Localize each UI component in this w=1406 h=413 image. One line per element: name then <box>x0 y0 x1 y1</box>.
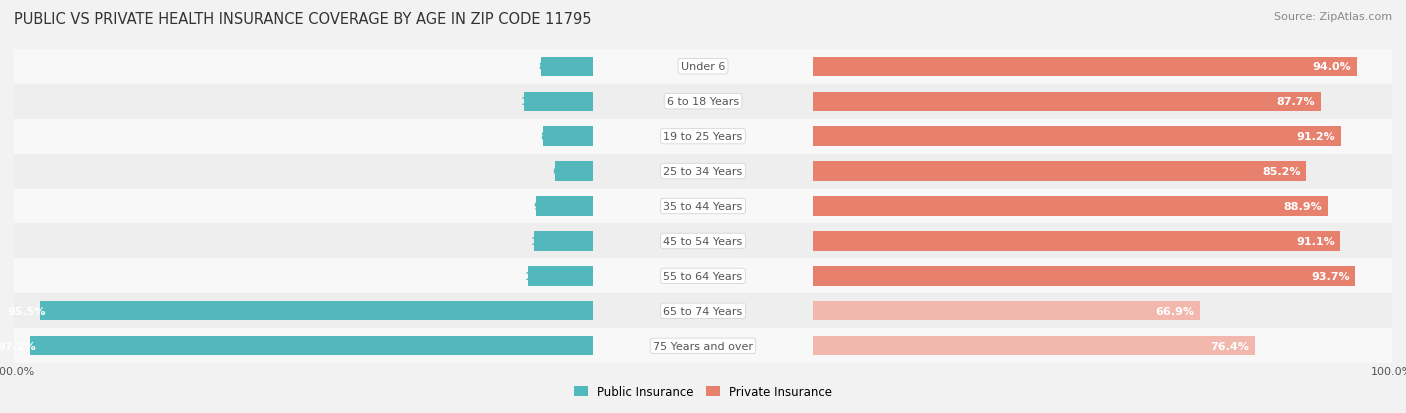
Text: 93.7%: 93.7% <box>1310 271 1350 281</box>
Bar <box>813 232 1340 251</box>
Text: 91.1%: 91.1% <box>1296 236 1334 247</box>
Bar <box>14 119 593 154</box>
Bar <box>555 162 593 181</box>
Bar <box>593 50 813 84</box>
Bar <box>14 329 593 363</box>
Bar <box>14 224 593 259</box>
Text: 66.9%: 66.9% <box>1156 306 1195 316</box>
Bar <box>813 189 1392 224</box>
Text: 85.2%: 85.2% <box>1263 166 1301 177</box>
Bar <box>813 329 1392 363</box>
Text: 11.2%: 11.2% <box>524 271 564 281</box>
Text: 6.5%: 6.5% <box>553 166 583 177</box>
Bar <box>31 337 593 356</box>
Bar <box>593 84 813 119</box>
Bar <box>14 294 593 329</box>
Bar <box>14 154 593 189</box>
Bar <box>14 259 593 294</box>
Bar <box>813 301 1201 321</box>
Text: 91.2%: 91.2% <box>1296 132 1336 142</box>
Bar <box>14 189 593 224</box>
Bar <box>813 267 1355 286</box>
Bar <box>813 50 1392 84</box>
Bar <box>593 294 813 329</box>
Bar <box>534 232 593 251</box>
Bar <box>813 294 1392 329</box>
Bar <box>813 119 1392 154</box>
Text: 11.9%: 11.9% <box>522 97 560 107</box>
Bar <box>41 301 593 321</box>
Text: 10.2%: 10.2% <box>531 236 569 247</box>
Bar <box>813 337 1256 356</box>
Bar <box>813 162 1306 181</box>
Bar <box>593 224 813 259</box>
Bar <box>529 267 593 286</box>
Bar <box>813 197 1327 216</box>
Bar <box>593 189 813 224</box>
Bar <box>593 259 813 294</box>
Text: Under 6: Under 6 <box>681 62 725 72</box>
Text: PUBLIC VS PRIVATE HEALTH INSURANCE COVERAGE BY AGE IN ZIP CODE 11795: PUBLIC VS PRIVATE HEALTH INSURANCE COVER… <box>14 12 592 27</box>
Bar <box>813 127 1341 146</box>
Bar <box>813 259 1392 294</box>
Text: 35 to 44 Years: 35 to 44 Years <box>664 202 742 211</box>
Bar <box>813 84 1392 119</box>
Text: 88.9%: 88.9% <box>1284 202 1322 211</box>
Text: 55 to 64 Years: 55 to 64 Years <box>664 271 742 281</box>
Bar <box>813 154 1392 189</box>
Bar <box>14 50 593 84</box>
Text: 95.5%: 95.5% <box>7 306 46 316</box>
Text: 25 to 34 Years: 25 to 34 Years <box>664 166 742 177</box>
Bar <box>593 329 813 363</box>
Text: Source: ZipAtlas.com: Source: ZipAtlas.com <box>1274 12 1392 22</box>
Text: 87.7%: 87.7% <box>1277 97 1315 107</box>
Bar <box>524 92 593 112</box>
Text: 94.0%: 94.0% <box>1313 62 1351 72</box>
Text: 75 Years and over: 75 Years and over <box>652 341 754 351</box>
Text: 97.2%: 97.2% <box>0 341 37 351</box>
Text: 6 to 18 Years: 6 to 18 Years <box>666 97 740 107</box>
Bar <box>536 197 593 216</box>
Text: 9.8%: 9.8% <box>533 202 564 211</box>
Legend: Public Insurance, Private Insurance: Public Insurance, Private Insurance <box>569 381 837 403</box>
Bar <box>813 224 1392 259</box>
Text: 65 to 74 Years: 65 to 74 Years <box>664 306 742 316</box>
Text: 8.6%: 8.6% <box>540 132 571 142</box>
Bar <box>14 84 593 119</box>
Text: 19 to 25 Years: 19 to 25 Years <box>664 132 742 142</box>
Text: 8.9%: 8.9% <box>538 62 569 72</box>
Bar <box>541 57 593 76</box>
Bar <box>593 154 813 189</box>
Bar <box>813 92 1320 112</box>
Bar <box>593 119 813 154</box>
Bar <box>543 127 593 146</box>
Text: 45 to 54 Years: 45 to 54 Years <box>664 236 742 247</box>
Text: 76.4%: 76.4% <box>1211 341 1250 351</box>
Bar <box>813 57 1357 76</box>
